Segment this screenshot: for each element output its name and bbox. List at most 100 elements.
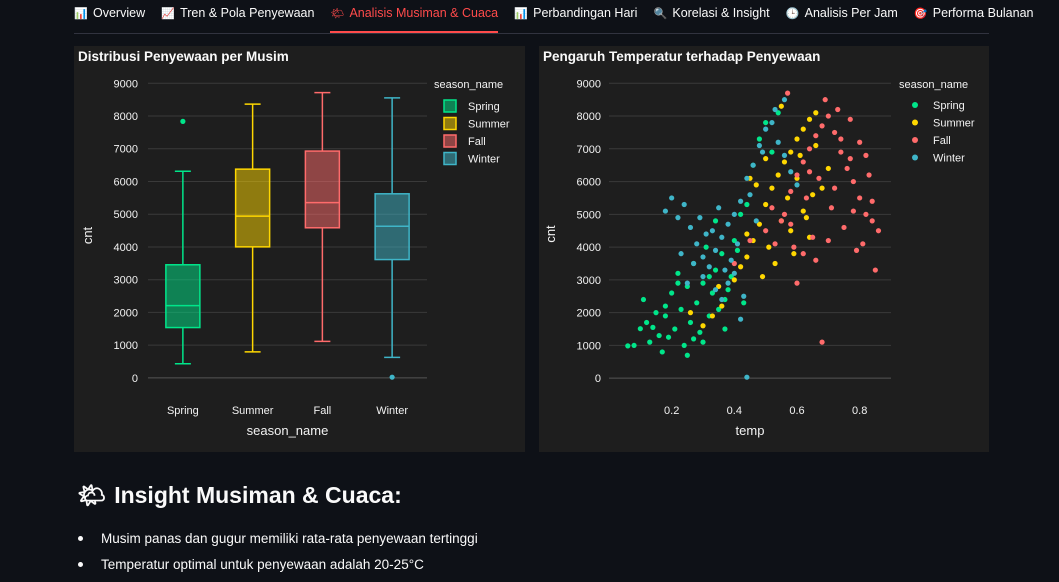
trend-chart-icon: 📈 bbox=[161, 7, 175, 20]
legend-label: Spring bbox=[468, 101, 500, 113]
tab-korelasi-insight[interactable]: 🔍 Korelasi & Insight bbox=[653, 0, 770, 26]
x-tick-label: 0.8 bbox=[852, 405, 867, 417]
target-icon: 🎯 bbox=[913, 7, 928, 20]
y-tick-label: 7000 bbox=[577, 144, 601, 156]
box-plot-chart: 0 1000 2000 3000 4000 5000 6000 7000 8000 9000 Spr… bbox=[80, 78, 510, 438]
scatter-point-summer bbox=[716, 283, 722, 290]
scatter-point-summer bbox=[756, 221, 762, 227]
x-axis-label: season_name bbox=[247, 423, 329, 438]
scatter-point-spring bbox=[662, 313, 668, 319]
scatter-point-winter bbox=[738, 198, 744, 204]
scatter-point-spring bbox=[712, 218, 719, 224]
scatter-point-spring bbox=[716, 306, 722, 312]
legend-marker bbox=[912, 102, 918, 108]
scatter-point-winter bbox=[722, 267, 728, 273]
tab-performa-bulanan[interactable]: 🎯 Performa Bulanan bbox=[914, 0, 1034, 26]
scatter-point-winter bbox=[687, 224, 694, 231]
scatter-point-fall bbox=[763, 228, 769, 234]
scatter-point-summer bbox=[766, 244, 772, 250]
scatter-point-fall bbox=[872, 267, 878, 273]
scatter-point-spring bbox=[665, 334, 672, 340]
scatter-point-winter bbox=[716, 205, 722, 211]
tab-overview[interactable]: 📊 Overview bbox=[74, 0, 145, 26]
scatter-point-spring bbox=[697, 329, 703, 335]
box-fall bbox=[304, 150, 341, 229]
scatter-point-fall bbox=[747, 237, 753, 244]
scatter-point-summer bbox=[788, 149, 794, 155]
scatter-point-summer bbox=[813, 110, 819, 116]
scatter-point-winter bbox=[709, 228, 715, 234]
scatter-point-winter bbox=[744, 175, 750, 181]
scatter-point-spring bbox=[725, 287, 731, 293]
scatter-point-winter bbox=[772, 106, 778, 113]
scatter-point-spring bbox=[734, 247, 741, 253]
scatter-point-fall bbox=[813, 257, 819, 263]
scatter-point-winter bbox=[747, 192, 753, 198]
scatter-point-spring bbox=[653, 310, 659, 316]
scatter-point-fall bbox=[788, 221, 794, 227]
tab-analisis-per-jam[interactable]: 🕒 Analisis Per Jam bbox=[786, 0, 898, 26]
outlier-point bbox=[180, 118, 186, 124]
tab-perbandingan-hari[interactable]: 📊 Perbandingan Hari bbox=[514, 0, 637, 26]
legend-marker bbox=[912, 119, 918, 126]
y-tick-label: 6000 bbox=[114, 176, 138, 188]
magnifier-icon: 🔍 bbox=[653, 7, 668, 20]
tab-analisis-musiman-cuaca[interactable]: 🌤 Analisis Musiman & Cuaca bbox=[330, 0, 498, 33]
scatter-point-spring bbox=[738, 211, 744, 217]
scatter-point-spring bbox=[678, 306, 684, 312]
scatter-point-spring bbox=[650, 324, 656, 330]
scatter-point-summer bbox=[759, 273, 766, 280]
scatter-point-spring bbox=[728, 273, 734, 280]
scatter-point-spring bbox=[763, 119, 769, 126]
scatter-point-winter bbox=[788, 169, 794, 175]
scatter-point-spring bbox=[631, 342, 637, 349]
scatter-point-fall bbox=[850, 208, 856, 214]
scatter-point-summer bbox=[806, 116, 813, 122]
scatter-point-spring bbox=[662, 303, 668, 309]
scatter-point-spring bbox=[700, 339, 706, 345]
scatter-point-winter bbox=[728, 257, 734, 263]
y-tick-label: 3000 bbox=[114, 275, 138, 287]
y-tick-label: 7000 bbox=[114, 144, 138, 156]
tab-tren-pola-penyewaan[interactable]: 📈 Tren & Pola Penyewaan bbox=[161, 0, 314, 26]
legend-title: season_name bbox=[434, 79, 503, 91]
y-tick-label: 6000 bbox=[577, 177, 601, 189]
scatter-point-winter bbox=[775, 139, 781, 145]
box-spring bbox=[165, 264, 201, 329]
scatter-point-fall bbox=[863, 211, 869, 217]
scatter-point-summer bbox=[769, 185, 775, 191]
tab-label: Tren & Pola Penyewaan bbox=[180, 6, 315, 20]
y-tick-label: 8000 bbox=[577, 111, 601, 123]
scatter-point-fall bbox=[800, 251, 806, 257]
x-axis-label: temp bbox=[736, 423, 765, 438]
scatter-point-summer bbox=[813, 142, 819, 149]
scatter-point-fall bbox=[819, 339, 825, 345]
y-tick-label: 1000 bbox=[577, 340, 601, 352]
legend-swatch bbox=[443, 134, 457, 148]
scatter-point-fall bbox=[794, 280, 800, 286]
scatter-point-winter bbox=[731, 211, 737, 217]
box-plot-panel: Distribusi Penyewaan per Musim 0 1000 2000… bbox=[74, 46, 525, 452]
scatter-point-spring bbox=[706, 273, 712, 280]
y-tick-label: 5000 bbox=[577, 209, 601, 221]
scatter-point-winter bbox=[738, 316, 744, 322]
scatter-point-spring bbox=[756, 136, 762, 142]
scatter-point-spring bbox=[669, 290, 675, 296]
scatter-point-spring bbox=[644, 319, 650, 326]
scatter-point-summer bbox=[731, 277, 737, 283]
scatter-point-fall bbox=[857, 139, 863, 145]
scatter-point-spring bbox=[769, 149, 775, 155]
bar-chart-icon: 📊 bbox=[74, 7, 88, 20]
scatter-point-summer bbox=[800, 208, 806, 214]
scatter-point-winter bbox=[678, 251, 684, 257]
outlier-point bbox=[389, 374, 395, 380]
scatter-point-fall bbox=[788, 188, 794, 195]
scatter-point-fall bbox=[772, 241, 778, 247]
tab-label: Korelasi & Insight bbox=[672, 6, 770, 20]
scatter-point-fall bbox=[810, 234, 816, 240]
scatter-point-winter bbox=[759, 149, 766, 155]
scatter-point-fall bbox=[794, 172, 800, 178]
scatter-point-fall bbox=[841, 224, 847, 231]
box-summer bbox=[234, 168, 271, 248]
scatter-point-fall bbox=[825, 113, 831, 119]
